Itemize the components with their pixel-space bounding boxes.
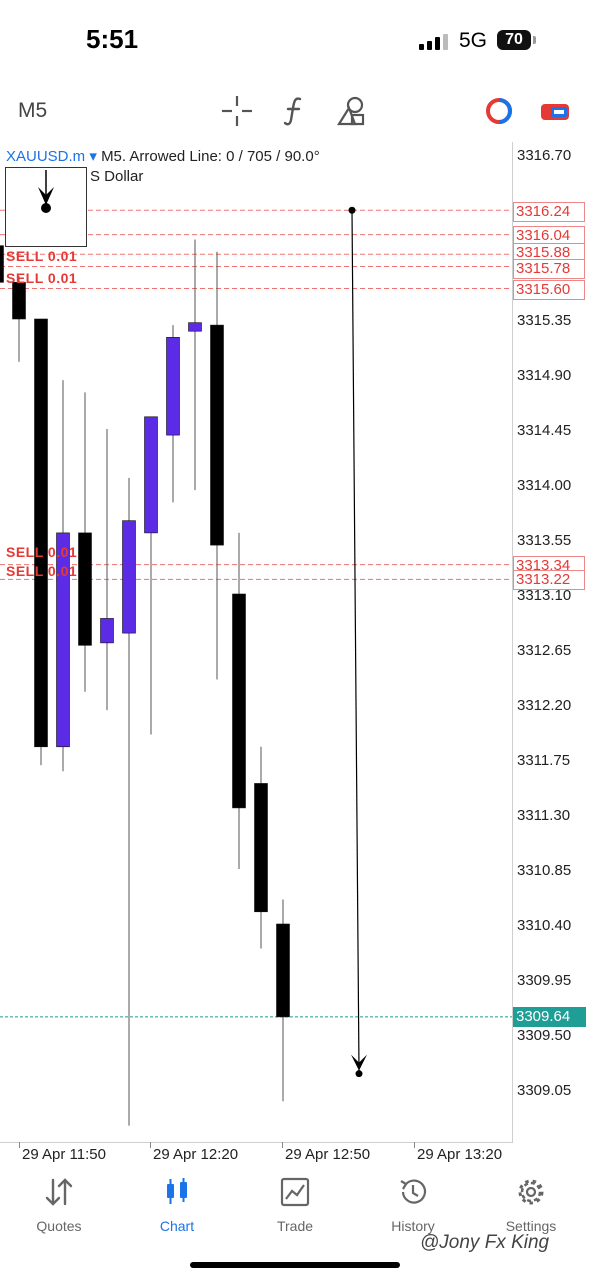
tab-label: Chart	[159, 1218, 195, 1234]
price-tick: 3313.10	[517, 587, 572, 604]
symbol-dropdown-icon[interactable]: ▾	[89, 148, 97, 165]
battery-tip	[533, 36, 536, 44]
bear-candle	[0, 245, 4, 283]
order-level-label: 3315.78	[513, 259, 585, 279]
trade-toggle-icon[interactable]	[482, 94, 516, 128]
signal-icon	[419, 34, 451, 50]
price-lines-icon[interactable]	[538, 94, 572, 128]
chart-toolbar: M5	[0, 84, 590, 140]
bull-candle	[166, 337, 180, 436]
bear-candle	[254, 783, 268, 913]
current-price-label: 3309.64	[513, 1007, 586, 1027]
order-level-label: 3316.24	[513, 202, 585, 222]
chart-header-text: M5. Arrowed Line: 0 / 705 / 90.0°	[101, 148, 320, 165]
chart-header: XAUUSD.m ▾ M5. Arrowed Line: 0 / 705 / 9…	[6, 147, 320, 165]
price-axis[interactable]: 3316.70 3315.35 3314.90 3314.45 3314.00 …	[513, 142, 590, 1142]
bear-candle	[12, 282, 26, 320]
candles-layer	[0, 206, 512, 1126]
price-tick: 3312.20	[517, 697, 572, 714]
chart-icon	[167, 1178, 187, 1204]
time-mark	[19, 1142, 20, 1148]
tab-label: Settings	[505, 1218, 557, 1234]
home-indicator[interactable]	[190, 1262, 400, 1268]
price-tick: 3316.70	[517, 147, 572, 164]
price-tick: 3315.35	[517, 312, 572, 329]
bear-candle	[276, 923, 290, 1018]
bottom-tab-bar: Quotes Chart Trade History Setting	[0, 1172, 590, 1242]
arrowed-line-preview-icon[interactable]	[5, 167, 87, 247]
watermark: @Jony Fx King	[420, 1232, 550, 1253]
arrowed-line-head	[351, 1054, 367, 1071]
order-level-label: 3315.60	[513, 280, 585, 300]
arrowed-line	[351, 210, 360, 1071]
price-tick: 3309.05	[517, 1082, 572, 1099]
bull-candle	[144, 416, 158, 534]
quotes-icon	[45, 1178, 73, 1206]
price-tick: 3314.00	[517, 477, 572, 494]
history-icon	[400, 1179, 427, 1204]
price-chart[interactable]: XAUUSD.m ▾ M5. Arrowed Line: 0 / 705 / 9…	[0, 142, 513, 1143]
bear-candle	[78, 532, 92, 646]
time-tick: 29 Apr 13:20	[417, 1146, 503, 1163]
price-tick: 3313.55	[517, 532, 572, 549]
price-tick: 3311.75	[517, 752, 571, 769]
status-time: 5:51	[86, 24, 139, 54]
bear-candle	[34, 318, 48, 748]
price-tick: 3309.95	[517, 972, 572, 989]
tab-label: Trade	[276, 1218, 314, 1234]
bull-candle	[122, 520, 136, 634]
tab-quotes[interactable]: Quotes	[0, 1172, 118, 1234]
settings-icon	[518, 1179, 544, 1205]
time-axis: 29 Apr 11:50 29 Apr 12:20 29 Apr 12:50 2…	[0, 1142, 590, 1168]
price-tick: 3314.90	[517, 367, 572, 384]
sell-label: SELL 0.01	[6, 248, 78, 264]
bear-candle	[232, 593, 246, 809]
time-tick: 29 Apr 12:20	[153, 1146, 239, 1163]
time-mark	[414, 1142, 415, 1148]
battery-icon: 70	[497, 30, 531, 50]
chart-subtitle: S Dollar	[90, 168, 144, 185]
price-tick: 3312.65	[517, 642, 572, 659]
price-tick: 3309.50	[517, 1027, 572, 1044]
bear-candle	[210, 324, 224, 546]
bull-candle	[56, 532, 70, 748]
order-level-label: 3313.22	[513, 570, 585, 590]
price-tick: 3311.30	[517, 807, 571, 824]
crosshair-icon[interactable]	[220, 94, 254, 128]
price-tick: 3310.85	[517, 862, 572, 879]
tab-history[interactable]: History	[354, 1172, 472, 1234]
bull-candle	[100, 618, 114, 644]
time-tick: 29 Apr 12:50	[285, 1146, 371, 1163]
status-bar: 5:51 5G 70	[0, 0, 590, 80]
tab-settings[interactable]: Settings	[472, 1172, 590, 1234]
arrowed-line-start	[348, 206, 356, 214]
tab-label: History	[391, 1218, 435, 1234]
price-tick: 3314.45	[517, 422, 572, 439]
time-tick: 29 Apr 11:50	[22, 1146, 106, 1163]
trade-icon	[280, 1177, 310, 1207]
price-tick: 3310.40	[517, 917, 572, 934]
network-type: 5G	[459, 29, 488, 52]
objects-icon[interactable]	[335, 94, 369, 128]
tab-trade[interactable]: Trade	[236, 1172, 354, 1234]
time-mark	[282, 1142, 283, 1148]
sell-label: SELL 0.01	[6, 270, 78, 286]
tab-label: Quotes	[36, 1218, 82, 1234]
sell-label: SELL 0.01	[6, 544, 78, 560]
sell-label: SELL 0.01	[6, 563, 78, 579]
timeframe-button[interactable]: M5	[18, 99, 48, 122]
tab-chart[interactable]: Chart	[118, 1172, 236, 1234]
arrowed-line-end	[355, 1070, 363, 1078]
function-icon[interactable]	[278, 94, 312, 128]
symbol-name[interactable]: XAUUSD.m	[6, 148, 86, 165]
bull-candle	[188, 322, 202, 332]
time-mark	[150, 1142, 151, 1148]
